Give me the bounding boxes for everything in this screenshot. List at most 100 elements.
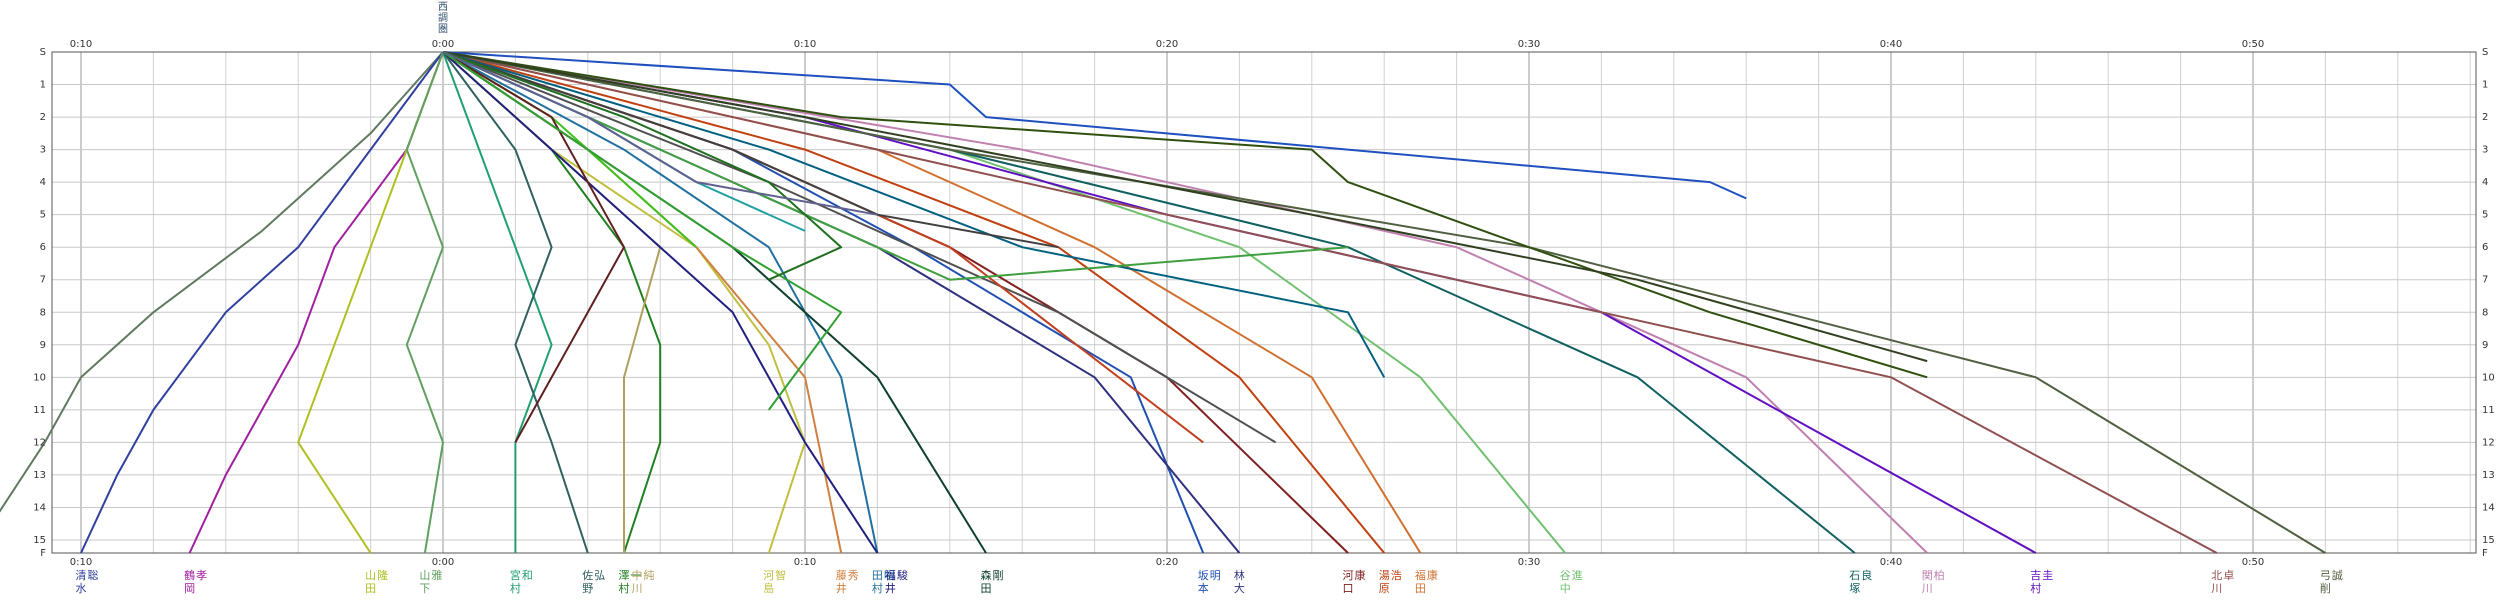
start-marker-label: 調 bbox=[438, 11, 448, 24]
series-line-32 bbox=[442, 51, 1349, 281]
runner-label-char: 山 bbox=[419, 569, 430, 582]
axis-labels: 0:10 0:10 0:00 0:00 0:10 0:10 0:20 0:20 0:30 0:30… bbox=[33, 39, 2494, 568]
x-tick-label-top: 0:30 bbox=[1518, 39, 1540, 50]
series-line-29 bbox=[442, 51, 1386, 378]
runner-label-char: 弘 bbox=[594, 569, 605, 582]
runner-label-char: 純 bbox=[644, 569, 655, 582]
runner-label-char: 誠 bbox=[2332, 569, 2343, 582]
runner-label-char: 田 bbox=[365, 582, 376, 595]
x-tick-label-top: 0:10 bbox=[70, 39, 92, 50]
runner-label-char: 村 bbox=[2030, 581, 2041, 595]
y-tick-label-right: 4 bbox=[2482, 177, 2488, 188]
runner-label-char: 井 bbox=[885, 581, 896, 595]
y-tick-label-left: 14 bbox=[33, 502, 46, 513]
runner-label-char: 佐 bbox=[582, 568, 593, 582]
y-tick-label-left: 6 bbox=[40, 242, 46, 253]
x-tick-label-bottom: 0:30 bbox=[1518, 557, 1540, 568]
runner-label-char: 井 bbox=[836, 581, 847, 595]
runner-label-char: 川 bbox=[1922, 582, 1933, 595]
y-tick-label-right: 9 bbox=[2482, 340, 2488, 351]
series-line-27 bbox=[442, 51, 1928, 379]
runner-label-char: 良 bbox=[1861, 568, 1872, 582]
runner-label-char: 河 bbox=[763, 569, 774, 582]
runner-label-char: 孝 bbox=[196, 569, 207, 582]
runner-label-char: 本 bbox=[1198, 581, 1209, 595]
y-tick-label-right: F bbox=[2482, 548, 2488, 559]
x-tick-label-bottom: 0:10 bbox=[794, 557, 816, 568]
y-tick-label-left: 2 bbox=[40, 112, 46, 123]
runner-label-char: 卓 bbox=[2223, 569, 2234, 582]
series-line-37 bbox=[442, 51, 843, 411]
runner-label-char: 弓 bbox=[2320, 569, 2331, 582]
runner-label-char: 剛 bbox=[993, 569, 1004, 582]
runner-label-char: 和 bbox=[522, 569, 533, 582]
runner-label-char: 下 bbox=[419, 582, 430, 595]
runner-label-char: 塚 bbox=[1849, 582, 1860, 595]
y-tick-label-right: 12 bbox=[2482, 437, 2495, 448]
y-tick-label-left: 9 bbox=[40, 340, 46, 351]
runner-label-char: 康 bbox=[1427, 568, 1438, 582]
series-lines bbox=[0, 51, 2326, 554]
x-tick-label-top: 0:50 bbox=[2242, 39, 2264, 50]
y-tick-label-right: 3 bbox=[2482, 145, 2488, 156]
x-tick-label-bottom: 0:20 bbox=[1156, 557, 1178, 568]
runner-label-char: 田 bbox=[1415, 582, 1426, 595]
start-marker: 西調圏 bbox=[438, 2, 448, 35]
y-tick-label-left: 12 bbox=[33, 437, 46, 448]
y-tick-label-left: S bbox=[40, 47, 46, 58]
runner-label-char: 藤 bbox=[836, 569, 847, 582]
y-tick-label-left: 3 bbox=[40, 145, 46, 156]
runner-label-char: 谷 bbox=[1560, 569, 1571, 582]
runner-label-char: 中 bbox=[1560, 582, 1571, 595]
start-marker-label: 圏 bbox=[438, 23, 448, 35]
runner-label-char: 湯 bbox=[1379, 569, 1390, 582]
y-tick-label-left: F bbox=[40, 548, 46, 559]
y-tick-label-left: 11 bbox=[33, 405, 46, 416]
x-tick-label-bottom: 0:00 bbox=[432, 557, 454, 568]
x-tick-label-bottom: 0:40 bbox=[1880, 557, 1902, 568]
runner-label-char: 駿 bbox=[897, 568, 908, 582]
y-tick-label-left: 15 bbox=[33, 535, 46, 546]
runner-label-char: 進 bbox=[1572, 569, 1583, 582]
x-tick-label-bottom: 0:10 bbox=[70, 557, 92, 568]
runner-label-char: 河 bbox=[1343, 569, 1354, 582]
runner-label-char: 関 bbox=[1922, 569, 1933, 582]
series-line-36 bbox=[442, 51, 625, 443]
y-tick-label-left: 10 bbox=[33, 372, 46, 383]
y-tick-label-right: 8 bbox=[2482, 307, 2488, 318]
runner-label-char: 田 bbox=[981, 582, 992, 595]
runner-label-char: 野 bbox=[582, 582, 593, 595]
runner-label-char: 川 bbox=[2211, 582, 2222, 595]
runner-label-char: 削 bbox=[2320, 581, 2331, 595]
runner-label-char: 柏 bbox=[1934, 568, 1945, 582]
runner-label-char: 浩 bbox=[1391, 569, 1402, 582]
runner-label-char: 鶴 bbox=[184, 568, 195, 582]
y-tick-label-left: 5 bbox=[40, 210, 46, 221]
runner-label-char: 川 bbox=[632, 582, 643, 595]
y-tick-label-right: 7 bbox=[2482, 275, 2488, 286]
runner-labels: 松島洋幸清水聡鶴岡孝山田隆山下雅宮村和佐野弘澤村一中川純河島智藤井秀田村明福井駿… bbox=[76, 568, 2343, 595]
series-line-33 bbox=[442, 51, 1059, 249]
runner-label-char: 澤 bbox=[619, 569, 630, 582]
series-line-1 bbox=[0, 51, 444, 513]
y-tick-label-left: 13 bbox=[33, 470, 46, 481]
series-line-5 bbox=[405, 51, 444, 554]
series-line-28 bbox=[442, 51, 1928, 363]
start-marker-label: 西 bbox=[438, 2, 448, 13]
y-tick-label-right: 10 bbox=[2482, 372, 2495, 383]
series-line-24 bbox=[442, 51, 2218, 554]
runner-label-char: 北 bbox=[2211, 569, 2222, 582]
runner-label-char: 智 bbox=[775, 568, 786, 582]
series-line-38 bbox=[442, 51, 843, 281]
runner-label-char: 吉 bbox=[2030, 569, 2041, 582]
runner-label-char: 水 bbox=[76, 582, 87, 595]
runner-label-char: 村 bbox=[619, 581, 630, 595]
y-tick-label-right: 6 bbox=[2482, 242, 2488, 253]
y-tick-label-left: 8 bbox=[40, 307, 46, 318]
runner-label-char: 秀 bbox=[848, 569, 859, 582]
series-line-7 bbox=[442, 51, 589, 554]
y-tick-label-right: 1 bbox=[2482, 80, 2488, 91]
runner-label-char: 島 bbox=[763, 581, 774, 595]
runner-label-char: 明 bbox=[884, 569, 895, 582]
